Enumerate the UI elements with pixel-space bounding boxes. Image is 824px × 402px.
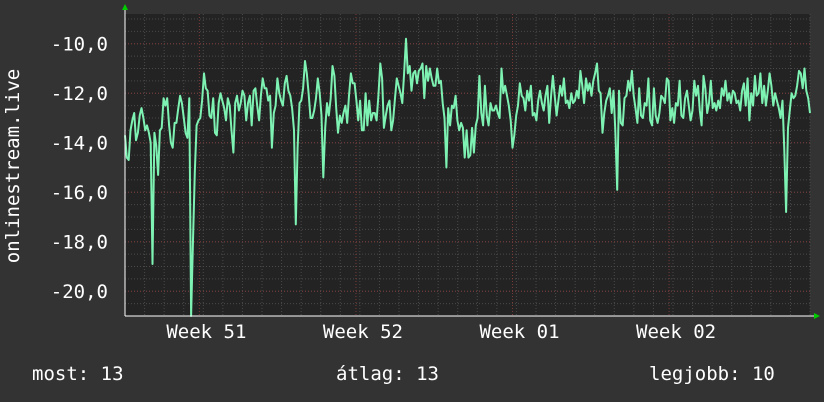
- best-value-stat: legjobb: 10: [649, 363, 775, 385]
- y-tick-labels: -10,0 -12,0 -14,0 -16,0 -18,0 -20,0: [51, 34, 108, 304]
- x-tick-label: Week 01: [479, 321, 559, 343]
- x-tick-label: Week 02: [636, 321, 716, 343]
- y-axis-arrow-icon: [122, 4, 128, 10]
- x-axis-arrow-icon: [814, 313, 820, 319]
- x-tick-label: Week 51: [166, 321, 246, 343]
- y-tick-label: -12,0: [51, 83, 108, 105]
- y-tick-label: -18,0: [51, 232, 108, 254]
- series-line: [124, 37, 811, 317]
- y-tick-label: -16,0: [51, 182, 108, 204]
- plot-area: [125, 14, 810, 316]
- x-tick-labels: Week 51 Week 52 Week 01 Week 02: [166, 321, 716, 343]
- y-tick-label: -20,0: [51, 281, 108, 303]
- average-value-stat: átlag: 13: [336, 363, 439, 385]
- y-tick-label: -10,0: [51, 34, 108, 56]
- current-value-stat: most: 13: [32, 363, 124, 385]
- axes: [122, 4, 820, 319]
- x-tick-label: Week 52: [323, 321, 403, 343]
- y-axis-label: onlinestream.live: [2, 68, 24, 264]
- y-tick-label: -14,0: [51, 133, 108, 155]
- series-group: [124, 37, 811, 317]
